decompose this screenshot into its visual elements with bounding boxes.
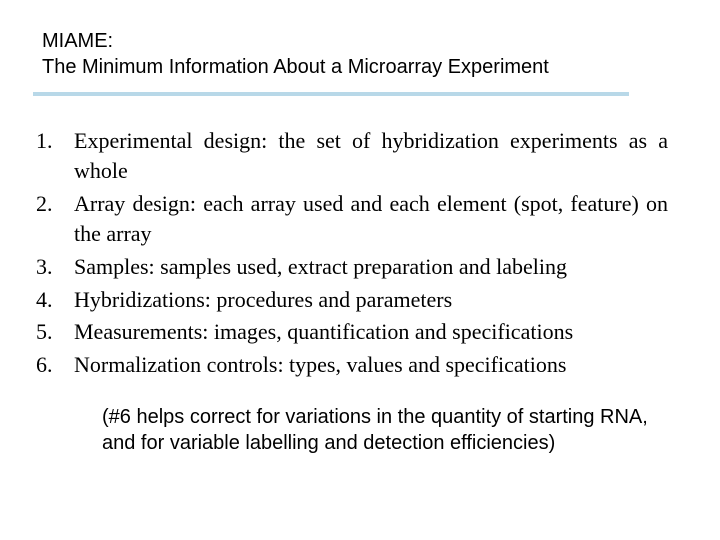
list-text: Experimental design: the set of hybridiz…	[74, 126, 668, 186]
list-item: 3. Samples: samples used, extract prepar…	[36, 252, 668, 282]
list-item: 2. Array design: each array used and eac…	[36, 189, 668, 249]
list-text: Normalization controls: types, values an…	[74, 350, 668, 380]
list-item: 4. Hybridizations: procedures and parame…	[36, 285, 668, 315]
list-item: 6. Normalization controls: types, values…	[36, 350, 668, 380]
list-text: Hybridizations: procedures and parameter…	[74, 285, 668, 315]
list-text: Array design: each array used and each e…	[74, 189, 668, 249]
list-number: 6.	[36, 350, 74, 380]
list-number: 5.	[36, 317, 74, 347]
list-number: 4.	[36, 285, 74, 315]
list-text: Measurements: images, quantification and…	[74, 317, 668, 347]
footnote-text: (#6 helps correct for variations in the …	[0, 383, 720, 456]
list-number: 1.	[36, 126, 74, 156]
list-number: 2.	[36, 189, 74, 219]
header-block: MIAME: The Minimum Information About a M…	[0, 0, 720, 80]
numbered-list: 1. Experimental design: the set of hybri…	[0, 96, 720, 380]
header-line1: MIAME:	[42, 28, 720, 54]
header-line2: The Minimum Information About a Microarr…	[42, 54, 720, 80]
list-number: 3.	[36, 252, 74, 282]
list-text: Samples: samples used, extract preparati…	[74, 252, 668, 282]
list-item: 5. Measurements: images, quantification …	[36, 317, 668, 347]
list-item: 1. Experimental design: the set of hybri…	[36, 126, 668, 186]
